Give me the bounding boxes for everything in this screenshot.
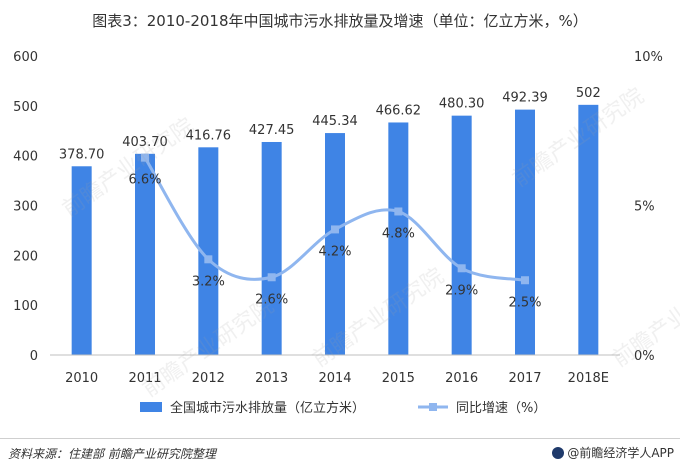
x-tick-label: 2017 [508,371,541,386]
y-left-tick-label: 400 [13,150,38,165]
bar-value-label: 492.39 [502,91,548,106]
y-left-tick-label: 500 [13,100,38,115]
x-tick-label: 2012 [192,371,225,386]
line-value-label: 4.8% [382,226,415,241]
bar [71,166,92,355]
brand-logo-icon [552,447,565,459]
x-tick-label: 2014 [318,371,351,386]
line-value-label: 4.2% [318,244,351,259]
brand-label: @前瞻经济学人APP [552,444,674,461]
x-tick-label: 2018E [568,371,609,386]
legend-line-label: 同比增速（%） [456,401,546,416]
line-point [204,255,213,264]
bar-series: 378.70 403.70 416.76 427.45 445.34 466.62 480.… [59,86,601,356]
source-note: 资料来源：住建部 前瞻产业研究院整理 [8,447,216,461]
bar [325,133,345,355]
line-value-label: 6.6% [128,173,161,188]
right-axis: 0% 5% 10% [634,50,663,364]
bar [135,153,155,355]
y-left-tick-label: 100 [13,299,38,314]
line-series: 6.6% 3.2% 2.6% 4.2% 4.8% 2.9% 2.5% [128,153,542,310]
footer: 资料来源：住建部 前瞻产业研究院整理 @前瞻经济学人APP [0,438,680,469]
legend: 全国城市污水排放量（亿立方米） 同比增速（%） [140,400,546,416]
bar-value-label: 403.70 [122,135,168,150]
bar [515,109,535,356]
bar-value-label: 378.70 [59,147,105,162]
y-left-tick-label: 300 [13,200,38,215]
bar-value-label: 416.76 [186,128,232,143]
x-tick-label: 2015 [382,371,415,386]
line-point [141,153,149,162]
line-value-label: 2.6% [255,292,288,307]
legend-bar-label: 全国城市污水排放量（亿立方米） [170,400,365,416]
y-right-tick-label: 10% [634,50,663,65]
y-right-tick-label: 0% [634,349,655,364]
bar-value-label: 427.45 [249,123,295,138]
x-tick-label: 2013 [255,371,288,386]
bar-value-label: 502 [576,86,601,101]
brand-text: @前瞻经济学人APP [567,446,674,460]
bar [198,147,219,355]
line-point [457,264,466,273]
y-left-tick-label: 200 [13,249,38,264]
chart-title: 图表3：2010-2018年中国城市污水排放量及增速（单位：亿立方米，%） [92,12,588,30]
line-point [394,207,403,216]
bar-value-label: 466.62 [376,103,422,118]
bar [388,122,409,355]
line-point [521,276,529,285]
line-point [331,225,339,234]
bar [451,115,472,355]
line-value-label: 2.9% [445,283,478,298]
x-axis: 2010 2011 2012 2013 2014 2015 2016 2017 2018E [50,354,620,386]
legend-bar-swatch [140,402,162,412]
line-value-label: 2.5% [508,295,541,310]
bar [261,141,282,355]
line-value-label: 3.2% [192,274,225,289]
y-left-tick-label: 0 [30,349,38,364]
bar-value-label: 480.30 [439,97,485,112]
bar [578,104,599,355]
bar-value-label: 445.34 [312,114,358,129]
legend-line-marker [429,403,437,411]
left-axis: 0 100 200 300 400 500 600 [13,50,38,364]
x-tick-label: 2016 [445,371,478,386]
x-tick-label: 2010 [65,371,98,386]
line-point [267,273,276,282]
x-tick-label: 2011 [128,371,161,386]
y-left-tick-label: 600 [13,50,38,65]
y-right-tick-label: 5% [634,200,655,215]
